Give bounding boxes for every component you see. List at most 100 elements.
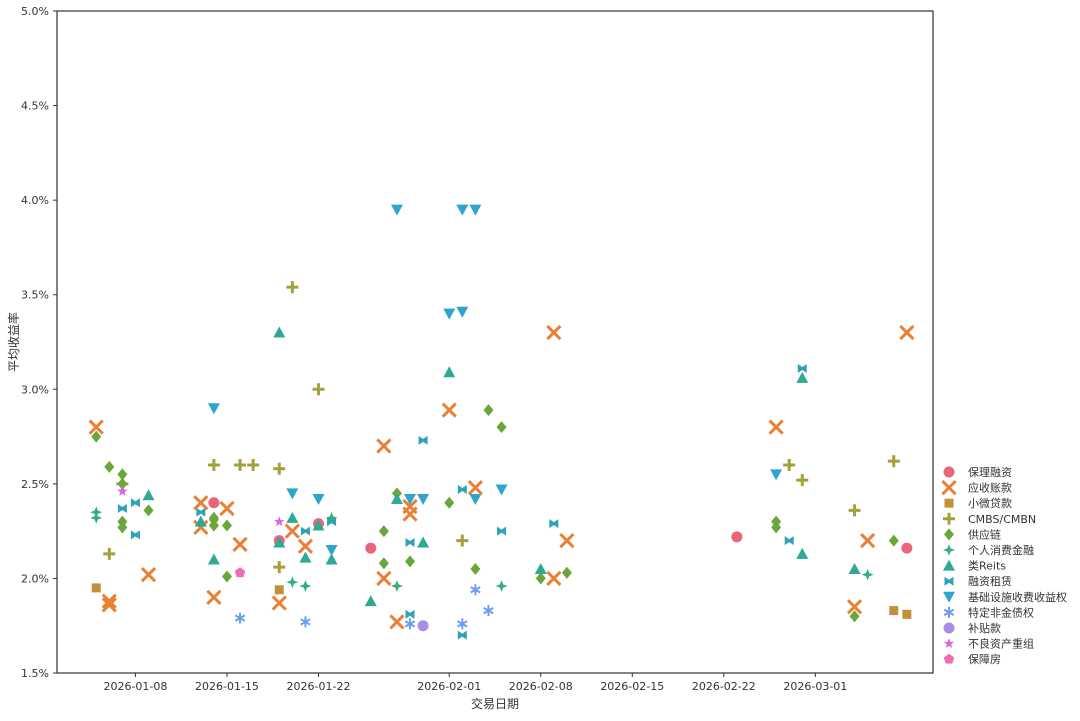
point-6-4 xyxy=(273,536,286,548)
legend-label: 供应链 xyxy=(968,527,1001,541)
point-0-5 xyxy=(901,542,913,554)
series-3 xyxy=(103,281,900,574)
point-6-2 xyxy=(207,553,220,565)
point-6-1 xyxy=(194,515,207,527)
legend-label: 个人消费金融 xyxy=(968,543,1034,557)
point-3-8 xyxy=(312,383,325,396)
point-8-9 xyxy=(456,306,469,318)
point-7-7 xyxy=(405,609,415,619)
point-9-0 xyxy=(234,612,246,624)
series-8 xyxy=(207,204,783,557)
series-12 xyxy=(234,567,246,578)
point-8-11 xyxy=(469,493,482,505)
point-6-7 xyxy=(312,519,325,531)
point-1-19 xyxy=(546,324,562,341)
point-6-3 xyxy=(273,326,286,338)
series-5 xyxy=(90,506,874,592)
y-tick-label: 1.5% xyxy=(21,667,49,680)
point-6-11 xyxy=(417,536,430,548)
point-1-23 xyxy=(846,599,863,615)
point-6-15 xyxy=(796,547,809,559)
point-1-12 xyxy=(376,438,392,454)
point-4-14 xyxy=(378,557,389,570)
series-11 xyxy=(117,485,285,527)
legend-label: CMBS/CMBN xyxy=(968,513,1036,526)
point-6-14 xyxy=(796,371,809,383)
legend-item: 小微贷款 xyxy=(944,496,1012,510)
point-1-1 xyxy=(101,593,117,609)
point-4-25 xyxy=(849,610,860,623)
point-7-10 xyxy=(457,630,467,640)
point-8-6 xyxy=(417,493,430,505)
point-1-22 xyxy=(768,419,784,435)
legend-label: 融资租赁 xyxy=(968,574,1012,588)
point-7-8 xyxy=(418,435,428,445)
point-3-10 xyxy=(783,458,796,471)
point-10-0 xyxy=(417,620,429,632)
point-1-4 xyxy=(193,495,209,511)
point-7-13 xyxy=(784,536,794,546)
point-4-18 xyxy=(470,562,481,575)
point-5-6 xyxy=(495,579,508,592)
legend-marker xyxy=(943,591,955,603)
point-5-5 xyxy=(390,579,403,592)
y-tick-label: 3.5% xyxy=(21,289,49,302)
point-4-6 xyxy=(143,504,154,517)
x-axis-title: 交易日期 xyxy=(471,696,519,711)
point-1-8 xyxy=(232,536,248,553)
point-7-4 xyxy=(300,526,310,536)
legend-marker xyxy=(943,638,955,649)
point-5-3 xyxy=(299,579,312,592)
point-6-5 xyxy=(286,511,299,523)
legend-item: 供应链 xyxy=(944,527,1001,541)
point-3-5 xyxy=(273,462,286,475)
series-4 xyxy=(91,404,899,623)
point-2-1 xyxy=(274,585,284,595)
point-9-1 xyxy=(300,616,311,628)
y-tick-label: 2.0% xyxy=(21,572,49,585)
point-4-22 xyxy=(561,566,572,579)
point-3-7 xyxy=(286,281,299,294)
point-6-6 xyxy=(299,551,312,563)
point-6-9 xyxy=(364,595,377,607)
legend-item: CMBS/CMBN xyxy=(943,513,1036,526)
point-9-3 xyxy=(457,618,468,630)
y-axis-title: 平均收益率 xyxy=(6,312,21,372)
point-1-16 xyxy=(402,506,418,522)
point-4-5 xyxy=(117,521,128,534)
point-3-13 xyxy=(887,455,900,468)
point-9-2 xyxy=(404,618,416,630)
legend-label: 小微贷款 xyxy=(968,496,1012,510)
legend-marker xyxy=(944,498,954,508)
legend-item: 类Reits xyxy=(943,559,1006,573)
legend-label: 基础设施收费收益权 xyxy=(968,590,1067,604)
point-8-12 xyxy=(495,484,508,496)
legend-marker xyxy=(944,528,954,541)
y-tick-label: 4.0% xyxy=(21,194,49,207)
point-6-12 xyxy=(443,366,456,378)
legend-item: 保障房 xyxy=(943,652,1001,666)
legend-marker xyxy=(943,544,955,556)
point-1-13 xyxy=(376,570,392,587)
point-7-3 xyxy=(196,507,206,517)
legend-marker xyxy=(943,653,955,664)
legend-item: 保理融资 xyxy=(943,465,1012,479)
point-0-4 xyxy=(731,531,743,543)
point-7-14 xyxy=(797,363,807,373)
legend-label: 类Reits xyxy=(968,559,1006,573)
point-6-0 xyxy=(142,489,155,501)
point-8-1 xyxy=(286,488,299,500)
series-9 xyxy=(234,584,494,630)
point-12-0 xyxy=(234,567,246,578)
point-9-5 xyxy=(483,605,494,617)
point-3-3 xyxy=(234,458,247,471)
point-1-25 xyxy=(899,324,915,341)
legend-label: 特定非金债权 xyxy=(968,605,1034,619)
point-4-20 xyxy=(496,421,507,434)
x-tick-label: 2026-01-22 xyxy=(287,680,351,693)
series-6 xyxy=(142,326,861,607)
point-8-2 xyxy=(312,493,325,505)
y-axis: 1.5% 2.0% 2.5% 3.0% 3.5% 4.0% 4.5% 5.0% xyxy=(21,5,57,680)
